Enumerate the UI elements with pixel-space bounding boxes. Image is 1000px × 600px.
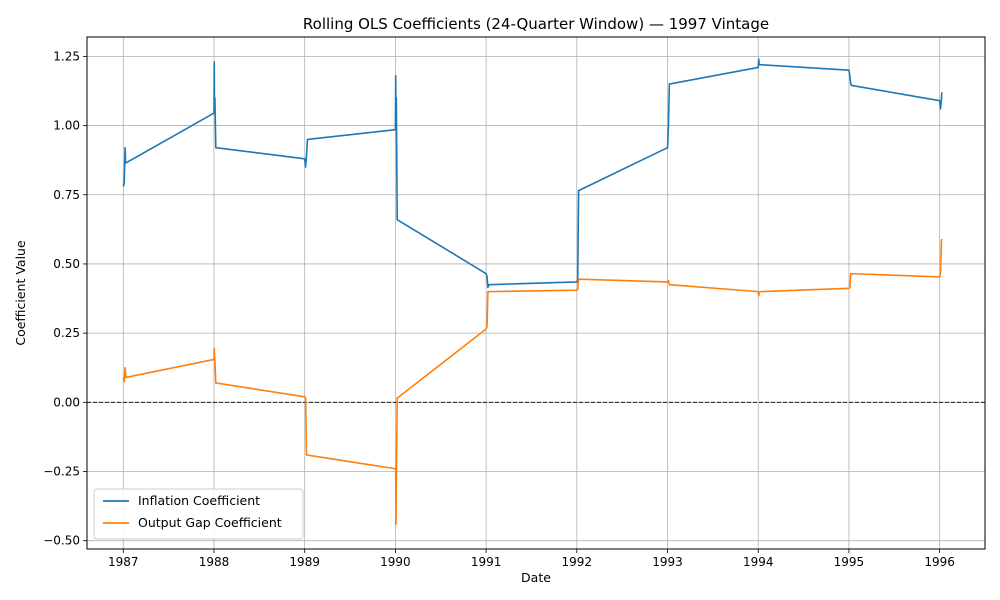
y-tick-label: 0.75 bbox=[53, 188, 80, 202]
plot-frame bbox=[86, 36, 986, 550]
x-tick-label: 1988 bbox=[199, 555, 230, 569]
y-tick-label: −0.25 bbox=[43, 465, 80, 479]
legend-label-output-gap: Output Gap Coefficient bbox=[138, 515, 282, 530]
x-tick-label: 1994 bbox=[743, 555, 774, 569]
y-tick-label: 0.00 bbox=[53, 395, 80, 409]
x-tick-label: 1995 bbox=[834, 555, 865, 569]
y-axis-title: Coefficient Value bbox=[13, 240, 28, 346]
y-tick-label: 1.25 bbox=[53, 49, 80, 63]
legend-box bbox=[93, 488, 304, 540]
x-tick-label: 1987 bbox=[108, 555, 139, 569]
x-axis-title: Date bbox=[521, 570, 551, 585]
y-tick-label: 0.25 bbox=[53, 326, 80, 340]
x-tick-label: 1992 bbox=[562, 555, 593, 569]
grid-layer bbox=[87, 37, 985, 549]
x-tick-label: 1996 bbox=[924, 555, 955, 569]
legend-label-inflation: Inflation Coefficient bbox=[138, 493, 260, 508]
chart-title: Rolling OLS Coefficients (24-Quarter Win… bbox=[303, 15, 769, 33]
x-ticks: 1987 1988 1989 1990 1991 1992 1993 1994 1995 1996 bbox=[108, 549, 955, 569]
series-layer bbox=[122, 58, 943, 525]
x-tick-label: 1993 bbox=[652, 555, 683, 569]
series-line-inflation bbox=[122, 58, 943, 289]
legend: Inflation Coefficient Output Gap Coeffic… bbox=[93, 488, 304, 540]
x-tick-label: 1989 bbox=[289, 555, 320, 569]
y-tick-label: 1.00 bbox=[53, 119, 80, 133]
x-tick-label: 1990 bbox=[380, 555, 411, 569]
y-tick-label: 0.50 bbox=[53, 257, 80, 271]
series-line-output-gap bbox=[122, 238, 943, 525]
y-tick-label: −0.50 bbox=[43, 534, 80, 548]
y-ticks: −0.50 −0.25 0.00 0.25 0.50 0.75 1.00 1.25 bbox=[43, 49, 87, 548]
x-tick-label: 1991 bbox=[471, 555, 502, 569]
